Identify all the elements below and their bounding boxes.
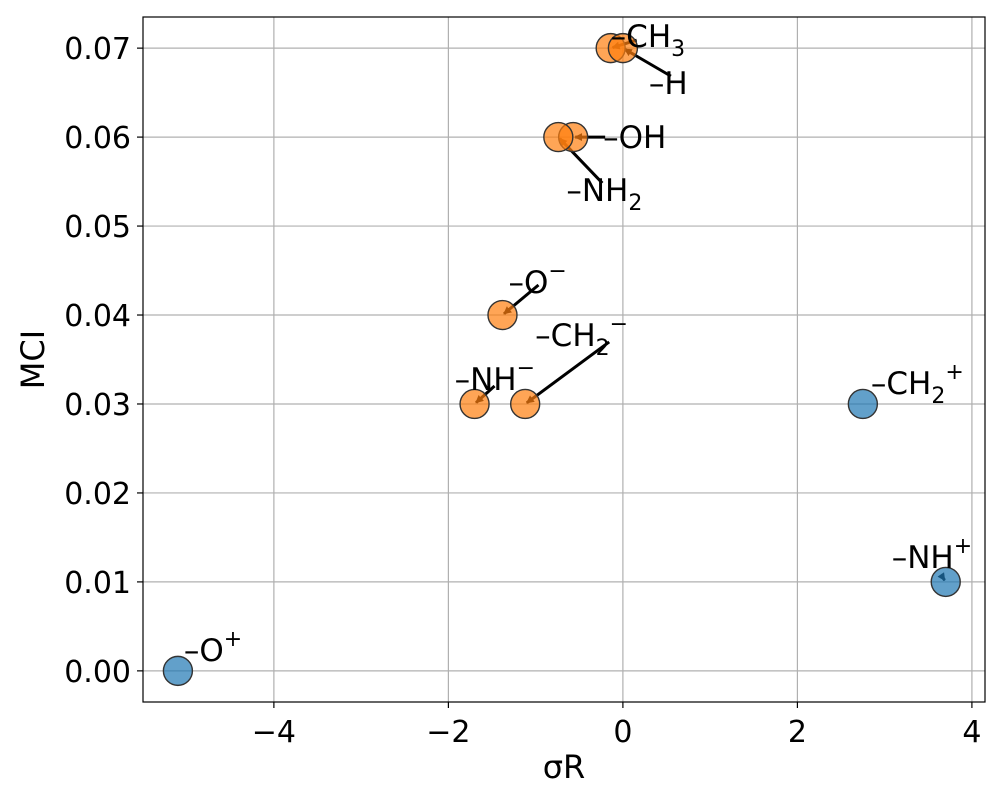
data-point [607, 32, 639, 64]
point-label: –CH2− [535, 312, 628, 361]
point-label-text: –CH [535, 318, 595, 354]
y-tick-label: 0.05 [64, 210, 131, 245]
point-label: –CH3 [611, 19, 685, 62]
data-point [509, 388, 541, 420]
point-label-text: –CH [871, 366, 931, 402]
data-points [162, 32, 961, 687]
point-label-text: –NH [892, 540, 954, 576]
data-point [459, 388, 490, 420]
point-label-text: –CH [611, 19, 671, 55]
y-tick-label: 0.01 [64, 566, 131, 601]
data-point [162, 655, 194, 687]
point-labels: –CH3–H–OH–NH2–O−–CH2−–NH− –CH2+–NH+–O+ [184, 19, 972, 669]
point-label-subscript: 3 [671, 37, 685, 62]
point-label-superscript: + [945, 360, 963, 385]
data-point [847, 388, 879, 420]
x-tick-label: −2 [426, 715, 470, 750]
point-label-superscript: − [610, 312, 628, 337]
point-label-superscript: + [224, 627, 242, 652]
x-tick-label: 0 [613, 715, 632, 750]
point-label-subscript: 2 [931, 384, 945, 409]
point-label: –NH2 [566, 173, 642, 216]
point-label-subscript: 2 [628, 191, 642, 216]
x-axis-label: σR [543, 748, 586, 786]
plot-frame [142, 16, 986, 703]
y-tick-label: 0.03 [64, 388, 131, 423]
y-tick-label: 0.07 [64, 32, 131, 67]
point-label-superscript: − [517, 356, 535, 381]
point-label-subscript: 2 [596, 336, 610, 361]
y-tick-label: 0.02 [64, 477, 131, 512]
x-tick-label: 4 [962, 715, 981, 750]
point-label: –O+ [184, 627, 242, 669]
x-tick-label: 2 [788, 715, 807, 750]
point-label-text: –NH [566, 173, 628, 209]
data-point [543, 121, 574, 153]
point-label: –O− [508, 259, 566, 301]
point-label: –CH2+ [871, 360, 964, 409]
grid [143, 17, 985, 702]
point-label-text: –H [649, 66, 688, 102]
x-tick-label: −4 [252, 715, 296, 750]
point-label-text: –O [508, 265, 548, 301]
point-label: –NH− [455, 356, 535, 398]
y-tick-label: 0.04 [64, 299, 131, 334]
point-label: –NH+ [892, 534, 972, 576]
point-label: –OH [603, 120, 666, 156]
point-label-superscript: − [548, 259, 566, 284]
y-axis-label: MCI [14, 330, 52, 389]
point-label-superscript: + [954, 534, 972, 559]
y-tick-label: 0.00 [64, 655, 131, 690]
data-point [930, 566, 961, 598]
annotation-arrow [525, 340, 611, 404]
point-label: –H [649, 66, 688, 102]
point-label-text: –OH [603, 120, 666, 156]
point-label-text: –NH [455, 362, 517, 398]
axis-ticks: −4 −2 0 2 40.000.010.020.030.040.050.060.07 [64, 32, 981, 750]
point-label-text: –O [184, 633, 224, 669]
y-tick-label: 0.06 [64, 121, 131, 156]
data-point [487, 299, 518, 331]
